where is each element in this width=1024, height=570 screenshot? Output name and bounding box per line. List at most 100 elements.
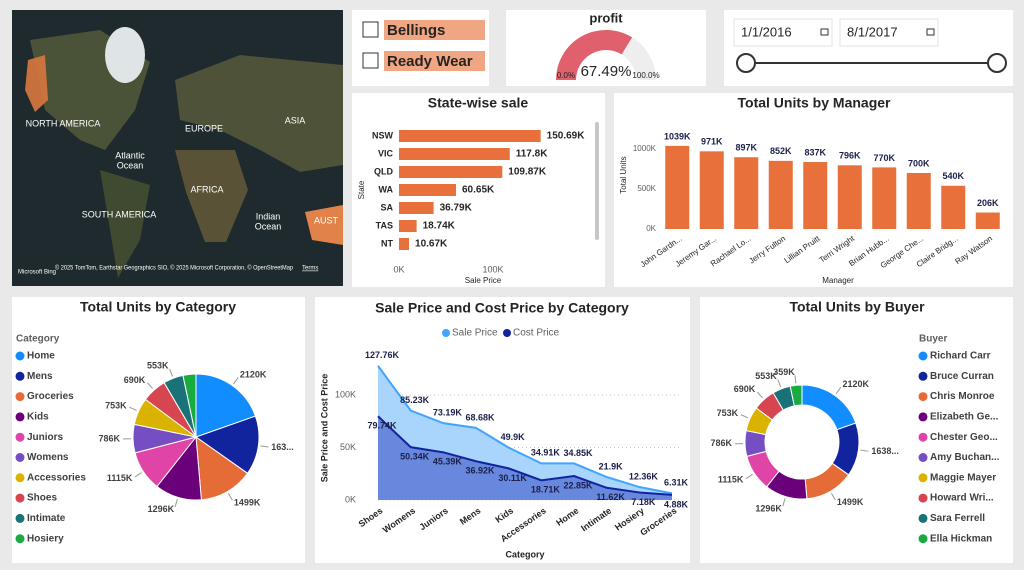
value-label: 18.71K <box>531 485 561 495</box>
legend-label[interactable]: Richard Carr <box>930 351 991 362</box>
legend-label[interactable]: Mens <box>27 371 53 382</box>
value-label: 109.87K <box>508 167 547 178</box>
bar <box>665 145 690 229</box>
value-label: 753K <box>717 408 739 418</box>
land <box>100 170 150 278</box>
legend-marker <box>15 513 25 523</box>
legend-label[interactable]: Bruce Curran <box>930 371 994 382</box>
value-label: 10.67K <box>415 239 448 250</box>
map-label: SOUTH AMERICA <box>82 209 157 219</box>
legend-label[interactable]: Groceries <box>27 391 74 402</box>
legend-marker <box>918 513 928 523</box>
pie-slice <box>194 415 260 474</box>
date-value[interactable]: 8/1/2017 <box>847 24 898 39</box>
legend-label[interactable]: Chester Geo... <box>930 432 998 443</box>
legend-label[interactable]: Home <box>27 351 55 362</box>
y-tick-label: 1000K <box>633 144 657 153</box>
value-label: 700K <box>908 158 930 168</box>
value-label: 21.9K <box>599 461 624 471</box>
legend-label[interactable]: Accessories <box>27 472 86 483</box>
chart-title: Total Units by Buyer <box>789 299 925 315</box>
y-tick-label: QLD <box>374 166 393 176</box>
value-label: 1499K <box>837 497 864 507</box>
legend-label[interactable]: Womens <box>27 452 69 463</box>
slicer-item[interactable]: Bellings <box>387 22 445 39</box>
value-label: 770K <box>873 153 895 163</box>
map-attribution: © 2025 TomTom, Earthstar Geographics SIO… <box>55 265 294 272</box>
leader-line <box>146 382 153 389</box>
legend-marker <box>918 412 928 422</box>
legend-label[interactable]: Ella Hickman <box>930 533 992 544</box>
legend-marker <box>918 351 928 361</box>
value-label: 1039K <box>664 131 691 141</box>
y-tick-label: 500K <box>637 184 656 193</box>
area-fill <box>378 416 672 500</box>
gauge-limit-label: 0.0% <box>557 71 575 80</box>
value-label: 540K <box>942 171 964 181</box>
legend-label[interactable]: Sale Price <box>452 328 498 339</box>
slicer-item[interactable]: Ready Wear <box>387 53 473 70</box>
value-label: 12.36K <box>629 471 659 481</box>
chart-title: Total Units by Manager <box>738 95 892 111</box>
legend-marker <box>918 392 928 402</box>
date-input[interactable] <box>839 18 939 47</box>
y-tick-label: TAS <box>376 220 393 230</box>
map <box>12 10 343 286</box>
slicer-checkbox[interactable] <box>362 21 379 38</box>
map-terms[interactable]: Terms <box>302 266 318 272</box>
value-label: 117.8K <box>516 149 548 160</box>
legend-label[interactable]: Shoes <box>27 493 57 504</box>
value-label: 1499K <box>234 497 261 507</box>
value-label: 49.9K <box>501 432 526 442</box>
legend-label[interactable]: Howard Wri... <box>930 493 994 504</box>
leader-line <box>227 493 233 501</box>
pie-slice <box>182 373 197 438</box>
bar <box>906 173 931 229</box>
slider-handle[interactable] <box>987 53 1007 73</box>
legend-marker <box>15 432 25 442</box>
highlight-region <box>25 55 48 112</box>
legend-label[interactable]: Juniors <box>27 432 64 443</box>
legend-label[interactable]: Maggie Mayer <box>930 472 996 483</box>
bar <box>399 166 503 178</box>
legend-marker <box>15 351 25 361</box>
scrollbar[interactable] <box>595 122 599 240</box>
date-value[interactable]: 1/1/2016 <box>741 24 792 39</box>
land <box>175 55 343 172</box>
map-label: NORTH AMERICA <box>26 118 101 128</box>
leader-line <box>782 498 786 507</box>
map-label: Indian <box>256 211 281 221</box>
land <box>175 150 248 242</box>
highlight-region <box>305 205 343 245</box>
bar <box>941 185 966 229</box>
y-tick-label: 0K <box>345 494 356 504</box>
legend-label[interactable]: Sara Ferrell <box>930 513 985 524</box>
legend-label[interactable]: Elizabeth Ge... <box>930 412 999 423</box>
slicer-checkbox[interactable] <box>362 52 379 69</box>
legend-label[interactable]: Kids <box>27 412 49 423</box>
y-axis-title: State <box>357 180 366 199</box>
bar <box>975 212 1000 229</box>
slider-handle[interactable] <box>736 53 756 73</box>
value-label: 163... <box>271 442 294 452</box>
leader-line <box>134 472 142 478</box>
legend-label[interactable]: Chris Monroe <box>930 391 995 402</box>
legend-label[interactable]: Cost Price <box>513 328 560 339</box>
map-provider: Microsoft Bing <box>18 270 56 276</box>
value-label: 796K <box>839 151 861 161</box>
gauge-value-label: 67.49% <box>581 63 632 80</box>
legend-label[interactable]: Amy Buchan... <box>930 452 1000 463</box>
line <box>377 415 673 496</box>
legend-label[interactable]: Hosiery <box>27 533 64 544</box>
map-label: Ocean <box>117 160 144 170</box>
value-label: 2120K <box>842 379 869 389</box>
leader-line <box>794 375 797 384</box>
map-label: Atlantic <box>115 150 145 160</box>
legend-label[interactable]: Intimate <box>27 513 66 524</box>
date-input[interactable] <box>733 18 833 47</box>
value-label: 4.88K <box>664 499 689 509</box>
value-label: 1296K <box>148 504 175 514</box>
leader-line <box>129 406 137 411</box>
